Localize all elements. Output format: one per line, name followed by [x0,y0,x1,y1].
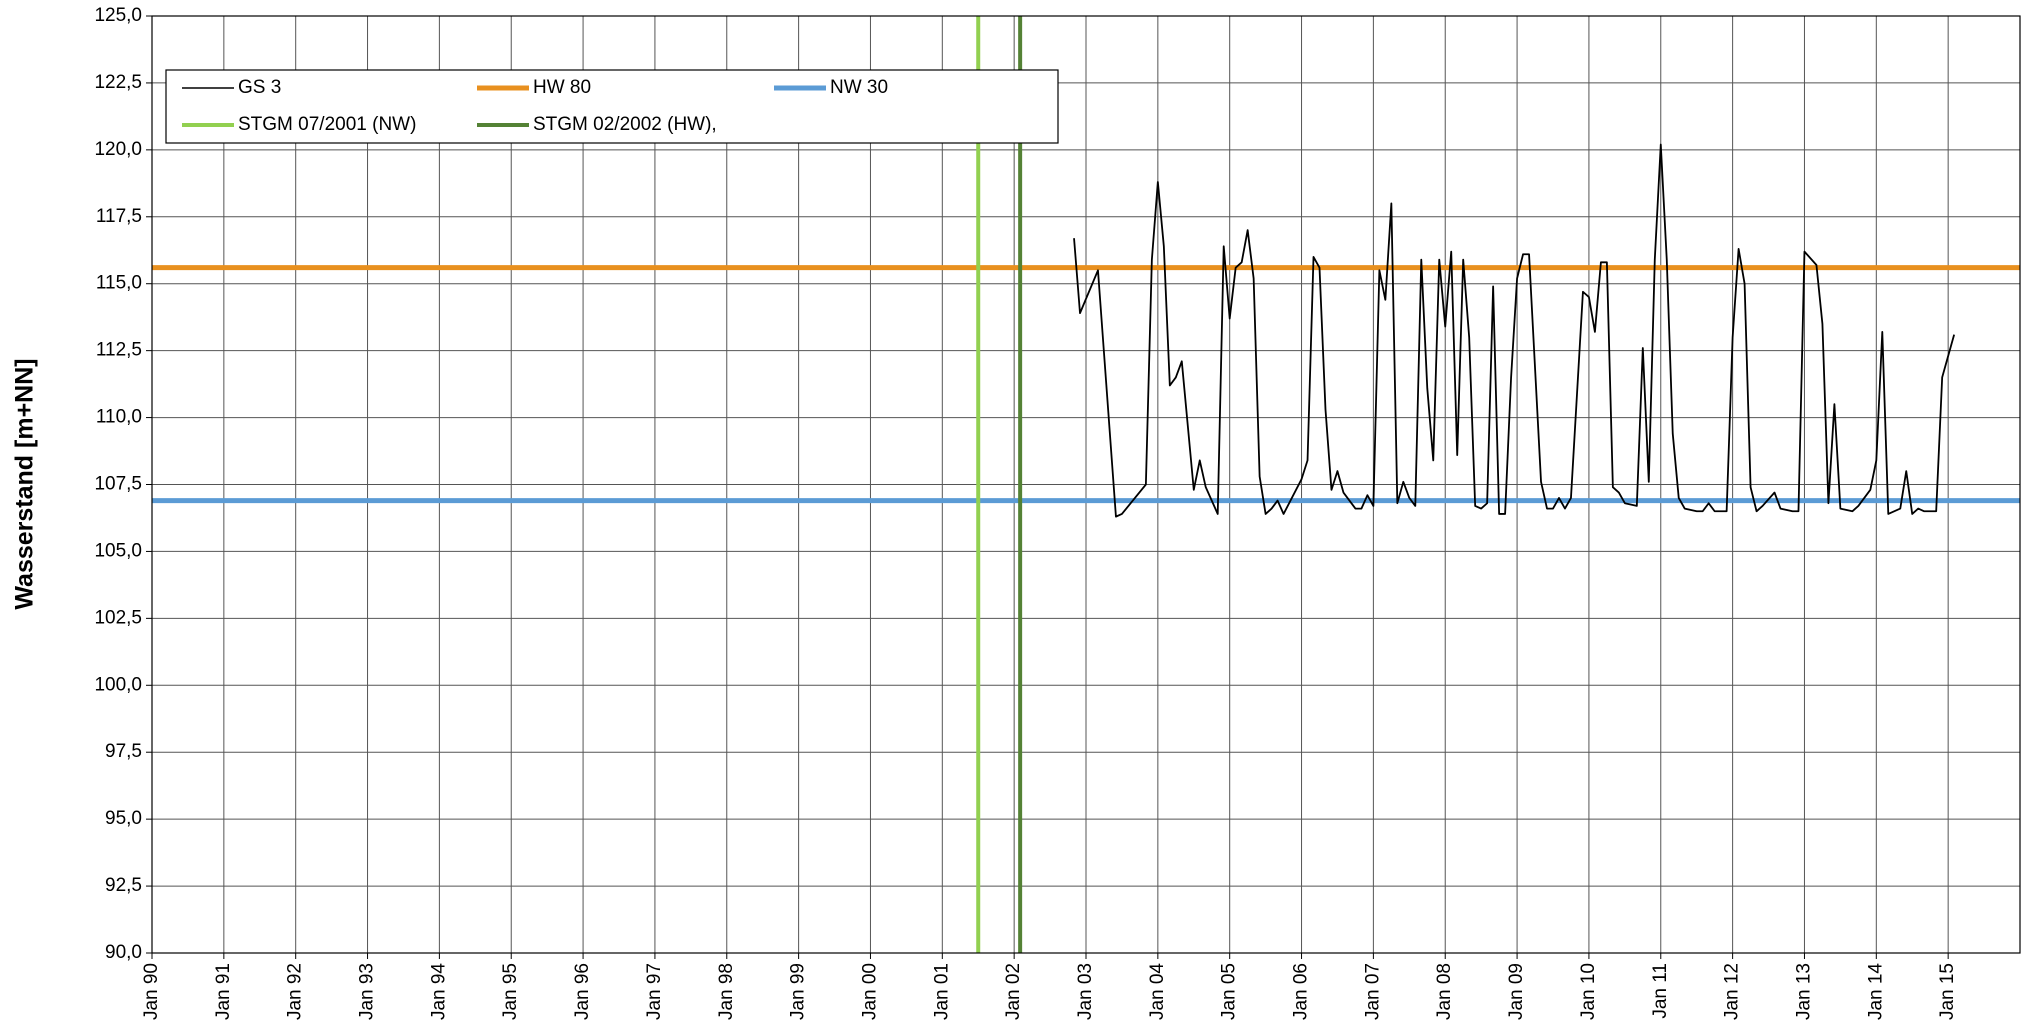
x-tick-label: Jan 05 [1219,963,1240,1020]
x-tick-label: Jan 07 [1362,963,1383,1020]
x-tick-label: Jan 96 [572,963,593,1020]
legend-label: STGM 07/2001 (NW) [238,114,416,135]
y-axis-title: Wasserstand [m+NN] [11,358,39,609]
x-tick-label: Jan 10 [1578,963,1599,1020]
x-tick-label: Jan 99 [788,963,809,1020]
y-tick-label: 100,0 [94,674,142,695]
plot-border [151,15,2021,954]
x-tick-label: Jan 94 [428,963,449,1020]
y-tick-label: 125,0 [94,5,142,26]
y-tick-label: 122,5 [94,72,142,93]
y-tick-label: 117,5 [96,206,142,227]
x-tick-label: Jan 00 [859,963,880,1020]
x-tick-label: Jan 01 [931,963,952,1020]
x-tick-label: Jan 08 [1434,963,1455,1020]
data-line [1073,143,1956,518]
legend-label: HW 80 [533,77,591,98]
x-tick-label: Jan 15 [1937,963,1958,1020]
y-tick-label: 97,5 [105,741,142,762]
x-tick-label: Jan 98 [716,963,737,1020]
x-tick-label: Jan 92 [285,963,306,1020]
x-tick-label: Jan 93 [357,963,378,1020]
x-tick-label: Jan 13 [1793,963,1814,1020]
y-tick-label: 92,5 [105,875,142,896]
y-tick-label: 110,0 [96,407,142,428]
x-tick-label: Jan 02 [1003,963,1024,1020]
x-tick-label: Jan 11 [1650,963,1671,1019]
x-tick-label: Jan 03 [1075,963,1096,1020]
legend-box [165,69,1059,144]
y-tick-label: 120,0 [94,139,142,160]
x-tick-label: Jan 90 [141,963,162,1020]
y-tick-label: 95,0 [105,808,142,829]
x-tick-label: Jan 06 [1291,963,1312,1020]
legend-label: NW 30 [830,77,888,98]
y-tick-label: 107,5 [94,474,142,495]
y-tick-label: 90,0 [105,942,142,963]
y-tick-label: 105,0 [94,540,142,561]
x-tick-label: Jan 97 [644,963,665,1020]
legend-label: GS 3 [238,77,281,98]
y-tick-label: 102,5 [94,607,142,628]
y-tick-label: 112,5 [96,340,142,361]
x-tick-label: Jan 04 [1147,963,1168,1020]
y-tick-label: 115,0 [96,273,142,294]
x-tick-label: Jan 91 [213,963,234,1020]
x-tick-label: Jan 14 [1865,963,1886,1020]
x-tick-label: Jan 95 [500,963,521,1020]
x-tick-label: Jan 12 [1722,963,1743,1020]
legend-label: STGM 02/2002 (HW), [533,114,717,135]
x-tick-label: Jan 09 [1506,963,1527,1020]
